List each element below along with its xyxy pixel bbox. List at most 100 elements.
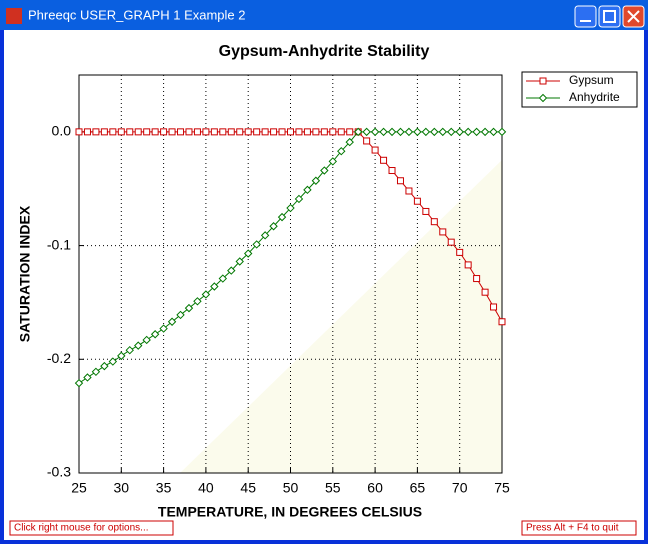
marker xyxy=(463,127,473,137)
x-tick-label: 35 xyxy=(156,480,172,496)
minimize-button[interactable] xyxy=(574,5,597,28)
y-tick-label: -0.1 xyxy=(47,236,71,252)
y-tick-label: -0.2 xyxy=(47,350,71,366)
marker xyxy=(422,207,430,215)
marker xyxy=(353,127,363,137)
window-button-glyphs xyxy=(580,10,640,23)
marker xyxy=(184,303,194,313)
marker xyxy=(236,128,244,136)
status-right-box xyxy=(521,520,637,536)
marker xyxy=(227,128,235,136)
legend-label: Gypsum xyxy=(569,73,614,87)
marker xyxy=(100,361,109,371)
marker xyxy=(337,146,346,156)
marker xyxy=(328,157,338,166)
marker xyxy=(480,127,490,137)
marker xyxy=(253,128,261,136)
chart-title: Gypsum-Anhydrite Stability xyxy=(219,43,430,60)
marker xyxy=(75,128,83,136)
y-tick-label: 0.0 xyxy=(52,123,72,139)
marker xyxy=(91,367,101,377)
marker xyxy=(261,128,269,136)
marker xyxy=(421,127,431,137)
marker xyxy=(438,127,447,137)
status-right: Press Alt + F4 to quit xyxy=(526,523,619,534)
marker xyxy=(117,128,125,136)
x-tick-label: 75 xyxy=(494,480,510,496)
marker xyxy=(303,185,312,195)
marker xyxy=(413,197,421,205)
marker xyxy=(337,128,345,136)
x-tick-label: 50 xyxy=(283,480,299,496)
x-tick-label: 55 xyxy=(325,480,341,496)
marker xyxy=(278,128,286,136)
marker xyxy=(455,127,464,137)
marker xyxy=(92,128,100,136)
marker xyxy=(227,266,236,275)
marker xyxy=(329,128,337,136)
marker xyxy=(243,249,253,258)
marker xyxy=(210,128,218,136)
marker xyxy=(150,330,160,339)
marker xyxy=(320,128,328,136)
marker xyxy=(430,127,439,137)
status-left: Click right mouse for options... xyxy=(14,523,149,534)
marker xyxy=(109,128,117,136)
app-icon xyxy=(6,8,22,24)
marker xyxy=(490,303,498,311)
marker xyxy=(176,310,185,320)
y-axis-label: SATURATION INDEX xyxy=(17,205,33,342)
window-title: Phreeqc USER_GRAPH 1 Example 2 xyxy=(28,7,245,22)
marker xyxy=(320,166,329,175)
marker xyxy=(295,128,303,136)
marker xyxy=(134,128,142,136)
maximize-button[interactable] xyxy=(598,5,621,28)
marker xyxy=(83,373,92,382)
marker xyxy=(456,248,464,256)
marker xyxy=(177,128,185,136)
marker xyxy=(201,290,211,299)
marker xyxy=(277,212,287,222)
marker xyxy=(252,240,261,249)
marker xyxy=(362,127,371,137)
marker xyxy=(100,128,108,136)
marker xyxy=(447,238,455,246)
marker xyxy=(287,128,294,136)
marker xyxy=(473,275,481,283)
legend-label: Anhydrite xyxy=(569,90,620,104)
marker xyxy=(159,324,168,333)
marker xyxy=(202,128,210,136)
marker xyxy=(193,128,201,136)
marker xyxy=(108,357,118,366)
marker xyxy=(380,156,388,164)
x-axis-label: TEMPERATURE, IN DEGREES CELSIUS xyxy=(158,504,422,520)
x-tick-label: 40 xyxy=(198,480,214,496)
marker xyxy=(370,127,380,137)
x-tick-label: 25 xyxy=(71,480,87,496)
marker xyxy=(74,378,84,388)
marker xyxy=(346,128,354,136)
marker xyxy=(312,128,320,136)
marker xyxy=(219,128,227,136)
marker xyxy=(235,257,244,266)
marker xyxy=(405,187,413,195)
marker xyxy=(345,137,354,147)
marker xyxy=(371,146,379,154)
marker xyxy=(387,127,397,137)
marker xyxy=(379,127,388,137)
marker xyxy=(388,167,396,175)
plot-shade xyxy=(180,160,502,473)
x-tick-label: 30 xyxy=(114,480,130,496)
legend-marker xyxy=(538,93,548,103)
marker xyxy=(134,341,143,350)
marker xyxy=(167,317,177,326)
marker xyxy=(303,128,311,136)
marker xyxy=(404,127,414,137)
status-left-box[interactable] xyxy=(9,520,174,536)
marker xyxy=(439,228,447,236)
marker xyxy=(218,274,228,283)
marker xyxy=(126,128,134,136)
marker xyxy=(269,222,278,231)
marker xyxy=(142,335,151,345)
